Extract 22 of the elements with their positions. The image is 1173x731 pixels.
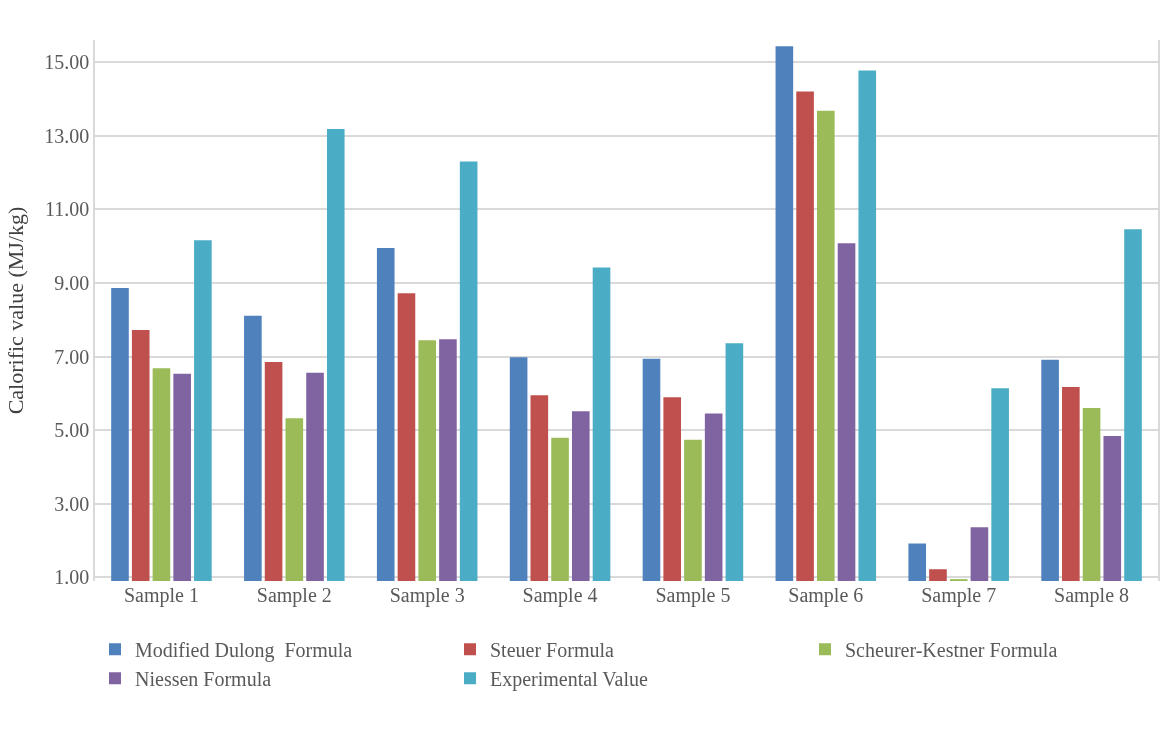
y-tick-label: 13.00 bbox=[44, 124, 90, 147]
y-tick-label: 5.00 bbox=[54, 419, 90, 442]
y-tick-label: 9.00 bbox=[54, 271, 90, 294]
x-tick-label: Sample 2 bbox=[256, 584, 332, 607]
x-tick-label: Sample 1 bbox=[123, 584, 199, 607]
legend-label: Experimental Value bbox=[490, 667, 649, 691]
x-tick-label: Sample 6 bbox=[788, 584, 864, 607]
x-tick-label: Sample 5 bbox=[655, 584, 731, 607]
x-tick-label: Sample 7 bbox=[921, 584, 997, 607]
legend-label: Niessen Formula bbox=[135, 667, 272, 690]
x-tick-label: Sample 4 bbox=[522, 584, 598, 607]
y-tick-label: 15.00 bbox=[44, 51, 90, 74]
y-tick-label: 3.00 bbox=[54, 492, 90, 515]
x-tick-label: Sample 8 bbox=[1054, 584, 1130, 607]
y-tick-label: 7.00 bbox=[54, 345, 90, 368]
y-tick-label: 1.00 bbox=[54, 566, 90, 589]
y-tick-label: 11.00 bbox=[44, 198, 90, 221]
legend-label: Steuer Formula bbox=[490, 638, 614, 661]
x-tick-label: Sample 3 bbox=[389, 584, 465, 607]
legend-label: Modified Dulong Formula bbox=[135, 638, 353, 662]
y-axis-title: Calorific value (MJ/kg) bbox=[2, 206, 28, 415]
legend-label: Scheurer-Kestner Formula bbox=[845, 638, 1058, 661]
